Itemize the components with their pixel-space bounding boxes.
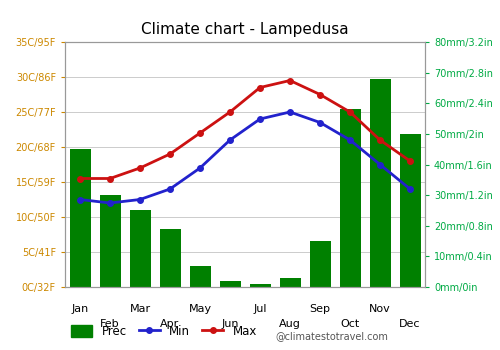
Text: May: May (188, 304, 212, 314)
Text: Jul: Jul (254, 304, 267, 314)
Text: Feb: Feb (100, 319, 120, 329)
Text: @climatestotravel.com: @climatestotravel.com (275, 331, 388, 341)
Bar (340, 110, 360, 287)
Text: Oct: Oct (340, 319, 359, 329)
Text: Jan: Jan (72, 304, 88, 314)
Bar (160, 229, 180, 287)
Title: Climate chart - Lampedusa: Climate chart - Lampedusa (141, 22, 349, 37)
Text: Mar: Mar (130, 304, 150, 314)
Legend: Prec, Min, Max: Prec, Min, Max (71, 325, 257, 338)
Text: Nov: Nov (369, 304, 391, 314)
Text: Dec: Dec (399, 319, 421, 329)
Bar (100, 195, 120, 287)
Bar (220, 281, 240, 287)
Bar (370, 79, 390, 287)
Bar (400, 134, 420, 287)
Bar (130, 210, 150, 287)
Text: Sep: Sep (310, 304, 330, 314)
Bar (310, 241, 330, 287)
Text: Jun: Jun (221, 319, 239, 329)
Bar (250, 284, 270, 287)
Bar (190, 266, 210, 287)
Bar (280, 278, 300, 287)
Text: Aug: Aug (279, 319, 301, 329)
Text: Apr: Apr (160, 319, 180, 329)
Bar (70, 149, 90, 287)
